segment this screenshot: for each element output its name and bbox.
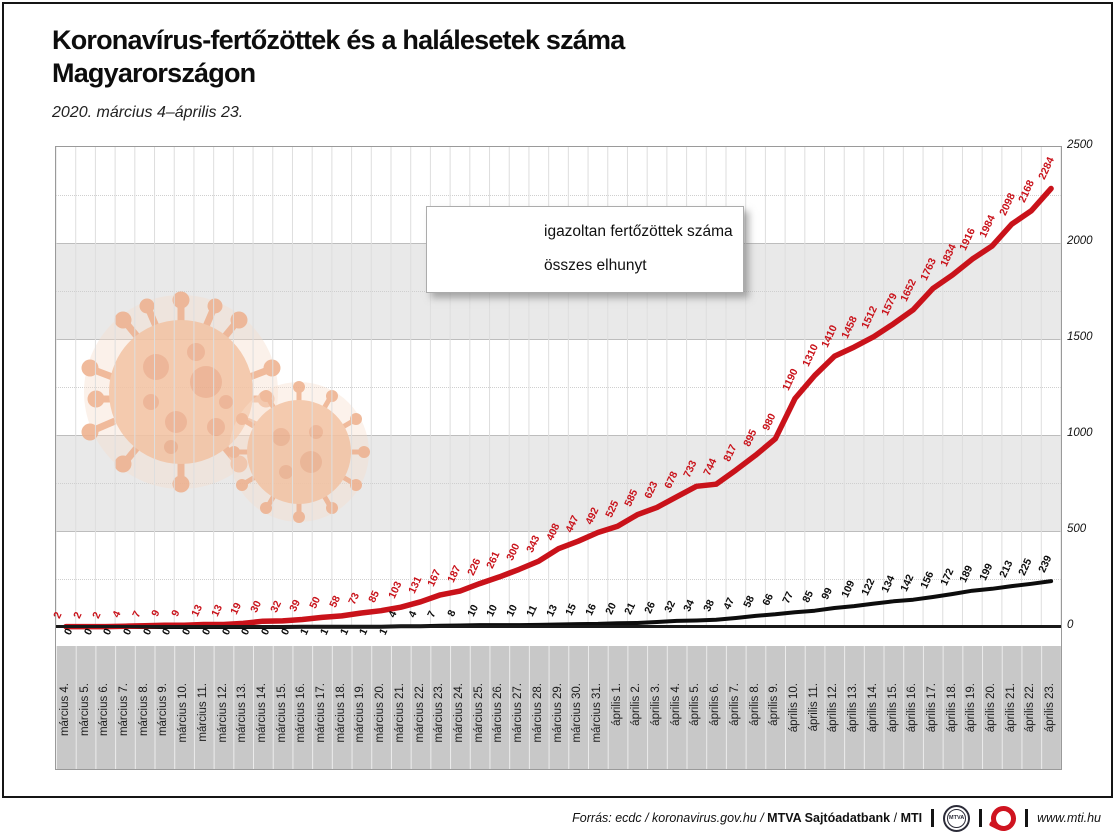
footer-divider [979, 809, 983, 827]
date-label: március 5. [78, 683, 91, 737]
gridline-minor [56, 483, 1061, 484]
date-label: március 13. [236, 683, 249, 743]
date-label: március 4. [58, 683, 71, 737]
date-label: április 18. [945, 683, 958, 733]
date-label: március 29. [551, 683, 564, 743]
chart-legend: igazoltan fertőzöttek száma összes elhun… [426, 206, 744, 293]
date-label: március 10. [177, 683, 190, 743]
date-label: április 21. [1004, 683, 1017, 733]
date-label: április 8. [748, 683, 761, 726]
gridline-minor [56, 387, 1061, 388]
date-label: április 2. [630, 683, 643, 726]
date-label: március 15. [275, 683, 288, 743]
date-axis-band [56, 646, 1061, 769]
date-label: április 11. [807, 683, 820, 732]
date-label: március 9. [157, 683, 170, 737]
source-bold-mti: MTI [900, 811, 923, 825]
date-label: március 17. [315, 683, 328, 743]
date-label: március 21. [393, 683, 406, 743]
legend-row-infected: igazoltan fertőzöttek száma [441, 223, 733, 241]
deaths-line-swatch [441, 263, 527, 269]
date-label: március 25. [472, 683, 485, 743]
source-italic: Forrás: ecdc / koronavirus.gov.hu / [572, 811, 764, 825]
footer-divider [931, 809, 935, 827]
y-axis-tick-label: 2500 [1067, 139, 1093, 151]
date-label: április 1. [610, 683, 623, 726]
source-bold-mtva: MTVA Sajtóadatbank [767, 811, 891, 825]
date-label: március 7. [117, 683, 130, 737]
date-label: március 12. [216, 683, 229, 743]
date-label: március 26. [492, 683, 505, 743]
date-label: március 8. [137, 683, 150, 737]
header: Koronavírus-fertőzöttek és a halálesetek… [52, 24, 625, 122]
date-label: március 31. [590, 683, 603, 743]
date-label: március 20. [374, 683, 387, 743]
date-label: április 10. [787, 683, 800, 733]
infected-line-swatch [441, 229, 527, 235]
date-label: április 5. [689, 683, 702, 726]
legend-row-deaths: összes elhunyt [441, 257, 647, 275]
chart-title-line2: Magyarországon [52, 58, 256, 88]
date-label: március 14. [255, 683, 268, 743]
date-label: március 18. [334, 683, 347, 743]
gridline-minor [56, 195, 1061, 196]
y-axis-tick-label: 1000 [1067, 427, 1093, 439]
date-label: április 22. [1024, 683, 1037, 733]
footer: Forrás: ecdc / koronavirus.gov.hu / MTVA… [572, 803, 1101, 833]
mtva-logo-icon: MTVA [943, 804, 971, 832]
date-label: március 30. [571, 683, 584, 743]
date-label: április 23. [1044, 683, 1057, 733]
source-text: Forrás: ecdc / koronavirus.gov.hu / MTVA… [572, 811, 922, 825]
y-axis-tick-label: 1500 [1067, 331, 1093, 343]
date-label: március 22. [413, 683, 426, 743]
date-label: március 6. [98, 683, 111, 737]
chart-title-line1: Koronavírus-fertőzöttek és a halálesetek… [52, 25, 625, 55]
date-label: április 19. [965, 683, 978, 733]
chart-plot-area: igazoltan fertőzöttek száma összes elhun… [51, 146, 1062, 770]
legend-label-deaths: összes elhunyt [544, 257, 647, 274]
x-axis-line [56, 625, 1061, 628]
coronavirus-watermark-icon [81, 291, 370, 523]
gridline-horizontal [56, 531, 1061, 532]
legend-label-infected: igazoltan fertőzöttek száma [544, 223, 733, 240]
date-label: április 7. [728, 683, 741, 726]
date-label: április 9. [768, 683, 781, 726]
date-label: április 14. [866, 683, 879, 733]
date-label: április 20. [985, 683, 998, 733]
date-label: április 13. [847, 683, 860, 733]
date-label: március 27. [512, 683, 525, 743]
date-label: április 4. [669, 683, 682, 726]
date-label: március 19. [354, 683, 367, 743]
gridline-horizontal [56, 339, 1061, 340]
y-axis-tick-label: 2000 [1067, 235, 1093, 247]
date-label: április 15. [886, 683, 899, 733]
source-separator: / [893, 811, 898, 825]
date-label: március 28. [531, 683, 544, 743]
date-label: március 24. [452, 683, 465, 743]
chart-subtitle: 2020. március 4–április 23. [52, 104, 244, 121]
footer-divider [1025, 809, 1029, 827]
mtva-logo-text: MTVA [947, 808, 967, 828]
date-label: április 3. [650, 683, 663, 726]
date-label: március 16. [295, 683, 308, 743]
gridline-minor [56, 579, 1061, 580]
y-axis-tick-label: 0 [1067, 619, 1074, 631]
infected-line [63, 185, 1054, 630]
date-label: április 6. [709, 683, 722, 726]
date-label: április 12. [827, 683, 840, 733]
mti-logo-icon [988, 803, 1019, 833]
chart-title: Koronavírus-fertőzöttek és a halálesetek… [52, 24, 625, 90]
website-text: www.mti.hu [1037, 811, 1101, 825]
date-label: április 17. [925, 683, 938, 733]
date-label: március 11. [196, 683, 209, 742]
y-axis-tick-label: 500 [1067, 523, 1087, 535]
date-label: április 16. [906, 683, 919, 733]
gridline-horizontal [56, 435, 1061, 436]
date-label: március 23. [433, 683, 446, 743]
